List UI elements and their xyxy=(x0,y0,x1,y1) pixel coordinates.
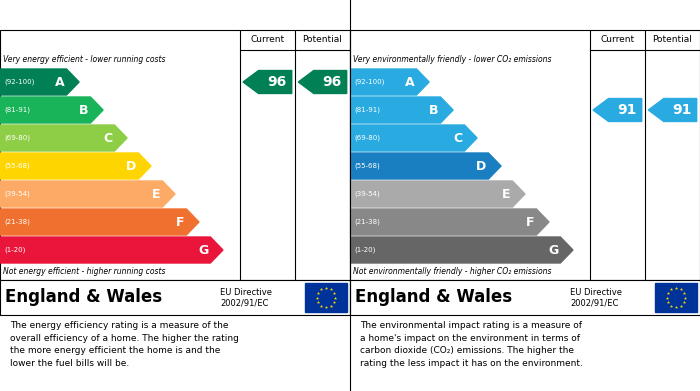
Text: 91: 91 xyxy=(617,103,637,117)
Text: Very environmentally friendly - lower CO₂ emissions: Very environmentally friendly - lower CO… xyxy=(353,54,552,63)
Text: C: C xyxy=(104,131,113,145)
Text: (21-38): (21-38) xyxy=(4,219,30,225)
Text: (55-68): (55-68) xyxy=(4,163,29,169)
Polygon shape xyxy=(350,181,525,207)
Text: A: A xyxy=(55,75,64,88)
Text: The energy efficiency rating is a measure of the
overall efficiency of a home. T: The energy efficiency rating is a measur… xyxy=(10,321,239,368)
Polygon shape xyxy=(0,153,151,179)
Text: Not energy efficient - higher running costs: Not energy efficient - higher running co… xyxy=(3,267,165,276)
Text: D: D xyxy=(476,160,486,172)
Text: (92-100): (92-100) xyxy=(354,79,384,85)
Text: (1-20): (1-20) xyxy=(354,247,375,253)
Text: EU Directive
2002/91/EC: EU Directive 2002/91/EC xyxy=(570,288,622,307)
Text: (21-38): (21-38) xyxy=(354,219,380,225)
Polygon shape xyxy=(593,99,642,122)
Text: G: G xyxy=(548,244,559,256)
Text: C: C xyxy=(454,131,463,145)
Text: B: B xyxy=(79,104,88,117)
Text: Energy Efficiency Rating: Energy Efficiency Rating xyxy=(8,9,192,22)
Bar xyxy=(655,283,697,312)
Text: The environmental impact rating is a measure of
a home's impact on the environme: The environmental impact rating is a mea… xyxy=(360,321,583,368)
Text: Very energy efficient - lower running costs: Very energy efficient - lower running co… xyxy=(3,54,165,63)
Text: A: A xyxy=(405,75,414,88)
Text: (69-80): (69-80) xyxy=(354,135,380,141)
Polygon shape xyxy=(0,69,79,95)
Text: G: G xyxy=(198,244,209,256)
Text: E: E xyxy=(152,188,160,201)
Polygon shape xyxy=(350,237,573,263)
Bar xyxy=(305,283,347,312)
Text: 96: 96 xyxy=(323,75,342,89)
Text: Current: Current xyxy=(251,36,284,45)
Text: (39-54): (39-54) xyxy=(354,191,379,197)
Text: (69-80): (69-80) xyxy=(4,135,30,141)
Text: 91: 91 xyxy=(673,103,692,117)
Text: England & Wales: England & Wales xyxy=(5,289,162,307)
Text: Potential: Potential xyxy=(302,36,342,45)
Text: 96: 96 xyxy=(267,75,287,89)
Text: (81-91): (81-91) xyxy=(354,107,380,113)
Polygon shape xyxy=(350,97,453,123)
Text: England & Wales: England & Wales xyxy=(355,289,512,307)
Polygon shape xyxy=(350,125,477,151)
Text: F: F xyxy=(176,215,184,228)
Polygon shape xyxy=(350,69,429,95)
Polygon shape xyxy=(0,209,199,235)
Text: D: D xyxy=(126,160,136,172)
Text: EU Directive
2002/91/EC: EU Directive 2002/91/EC xyxy=(220,288,272,307)
Polygon shape xyxy=(243,70,292,93)
Polygon shape xyxy=(350,209,549,235)
Polygon shape xyxy=(0,181,175,207)
Text: Not environmentally friendly - higher CO₂ emissions: Not environmentally friendly - higher CO… xyxy=(353,267,552,276)
Polygon shape xyxy=(0,237,223,263)
Text: (39-54): (39-54) xyxy=(4,191,29,197)
Text: E: E xyxy=(502,188,510,201)
Text: Potential: Potential xyxy=(652,36,692,45)
Polygon shape xyxy=(648,99,696,122)
Text: (92-100): (92-100) xyxy=(4,79,34,85)
Text: F: F xyxy=(526,215,534,228)
Polygon shape xyxy=(298,70,346,93)
Text: (81-91): (81-91) xyxy=(4,107,30,113)
Text: B: B xyxy=(429,104,438,117)
Polygon shape xyxy=(350,153,501,179)
Polygon shape xyxy=(0,125,127,151)
Text: Environmental Impact (CO₂) Rating: Environmental Impact (CO₂) Rating xyxy=(358,9,621,22)
Text: (55-68): (55-68) xyxy=(354,163,379,169)
Polygon shape xyxy=(0,97,103,123)
Text: Current: Current xyxy=(601,36,634,45)
Text: (1-20): (1-20) xyxy=(4,247,25,253)
